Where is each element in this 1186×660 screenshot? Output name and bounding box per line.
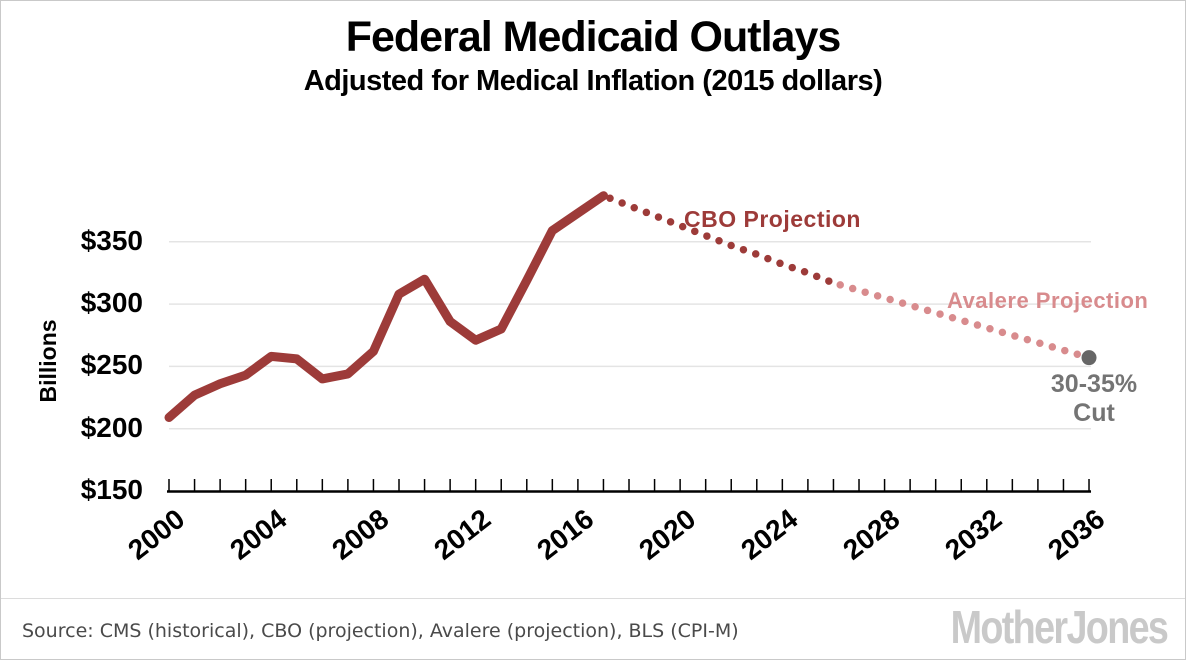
motherjones-logo: MotherJones xyxy=(950,601,1168,653)
source-text: Source: CMS (historical), CBO (projectio… xyxy=(22,620,739,642)
y-tick-label-200: $200 xyxy=(80,411,143,443)
cbo-projection-label: CBO Projection xyxy=(684,206,861,232)
y-tick-label-250: $250 xyxy=(80,349,143,381)
cut-endpoint-dot xyxy=(1081,350,1097,366)
chart-title: Federal Medicaid Outlays xyxy=(345,13,842,61)
chart-subtitle: Adjusted for Medical Inflation (2015 dol… xyxy=(303,65,883,97)
historical-cms--line xyxy=(164,191,608,422)
y-tick-label-300: $300 xyxy=(80,287,143,319)
cut-annotation-line1: 30-35% xyxy=(1050,370,1138,398)
avalere-projection-label: Avalere Projection xyxy=(947,288,1149,313)
y-tick-label-150: $150 xyxy=(80,474,143,505)
avalere-projection-line xyxy=(829,279,1093,362)
cut-annotation-line2: Cut xyxy=(1073,399,1115,427)
cbo-projection-line xyxy=(599,191,838,287)
footer-divider xyxy=(1,598,1185,599)
cut-annotation: 30-35% Cut xyxy=(1026,370,1162,428)
y-tick-label-350: $350 xyxy=(80,224,143,256)
